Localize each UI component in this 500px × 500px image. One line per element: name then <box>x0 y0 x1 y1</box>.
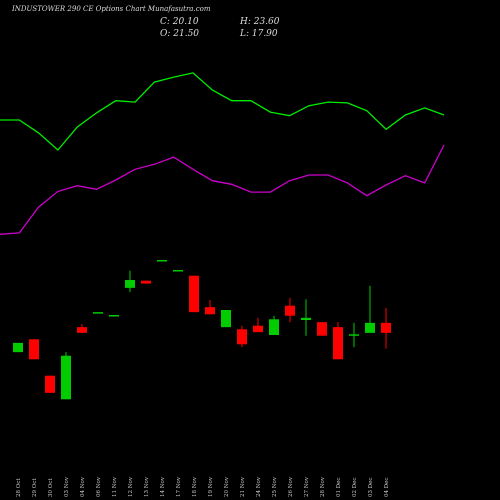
chart-title: INDUSTOWER 290 CE Options Chart Munafasu… <box>11 5 211 13</box>
candle-body <box>285 305 295 316</box>
x-tick-label: 11 Nov <box>112 476 118 497</box>
x-tick-label: 03 Nov <box>64 476 70 497</box>
x-tick-label: 01 Dec <box>336 478 342 498</box>
x-tick-label: 17 Nov <box>176 476 182 497</box>
x-tick-label: 28 Oct <box>16 478 22 497</box>
candle-body <box>317 322 327 336</box>
candle-body <box>173 270 183 272</box>
candle-body <box>253 325 263 333</box>
x-tick-label: 25 Nov <box>272 476 278 497</box>
x-tick-label: 29 Oct <box>32 478 38 497</box>
x-tick-label: 06 Nov <box>96 476 102 497</box>
indicator-line <box>0 72 445 151</box>
x-tick-label: 12 Nov <box>128 476 134 497</box>
indicator-line <box>0 144 445 235</box>
x-tick-label: 19 Nov <box>208 476 214 497</box>
x-tick-label: 13 Nov <box>144 476 150 497</box>
x-tick-label: 30 Oct <box>48 478 54 497</box>
high-label: H: 23.60 <box>239 17 280 27</box>
candle-body <box>125 280 135 288</box>
x-tick-label: 04 Dec <box>384 478 390 498</box>
x-tick-label: 28 Nov <box>320 476 326 497</box>
candle-body <box>301 317 311 320</box>
candle-body <box>221 310 231 328</box>
x-tick-label: 24 Nov <box>256 476 262 497</box>
x-tick-label: 14 Nov <box>160 476 166 497</box>
x-tick-label: 02 Dec <box>352 478 358 498</box>
candle-body <box>61 355 71 400</box>
low-label: L: 17.90 <box>239 29 278 39</box>
candle-body <box>45 375 55 393</box>
candle-body <box>349 334 359 336</box>
candle-body <box>13 342 23 353</box>
x-tick-label: 04 Nov <box>80 476 86 497</box>
candle-body <box>205 307 215 315</box>
candle-body <box>237 329 247 345</box>
x-tick-label: 18 Nov <box>192 476 198 497</box>
x-tick-label: 26 Nov <box>288 476 294 497</box>
candle-body <box>157 260 167 262</box>
candle-body <box>109 315 119 317</box>
x-tick-label: 21 Nov <box>240 476 246 497</box>
close-label: C: 20.10 <box>160 17 199 27</box>
candle-body <box>29 339 39 360</box>
candle-body <box>269 319 279 335</box>
open-label: O: 21.50 <box>160 29 199 39</box>
candle-body <box>365 322 375 333</box>
candle-body <box>381 322 391 333</box>
candle-body <box>77 327 87 333</box>
x-tick-label: 27 Nov <box>304 476 310 497</box>
candle-body <box>333 327 343 360</box>
candle-body <box>189 275 199 313</box>
candle-body <box>141 280 151 284</box>
x-tick-label: 20 Nov <box>224 476 230 497</box>
x-tick-label: 03 Dec <box>368 478 374 498</box>
candle-body <box>93 312 103 314</box>
